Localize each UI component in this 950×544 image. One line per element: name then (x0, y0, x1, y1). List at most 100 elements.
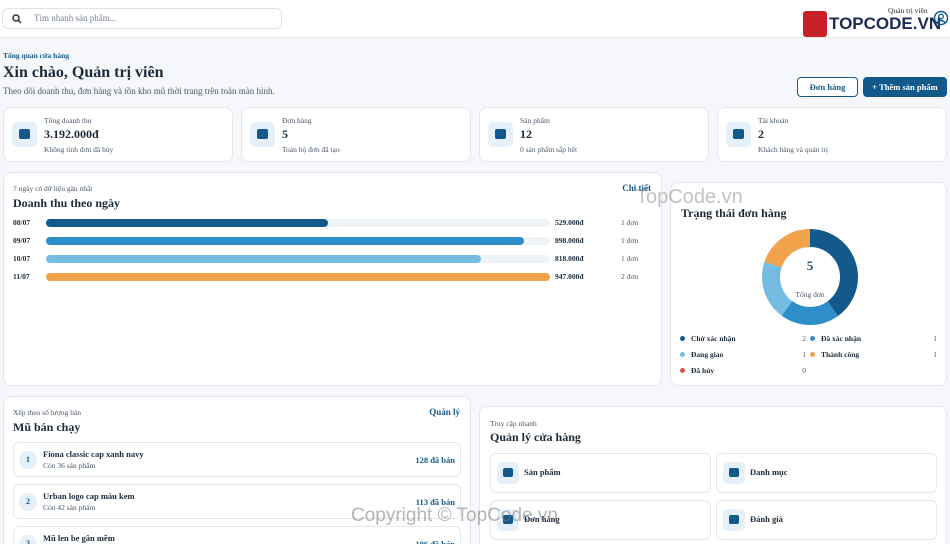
stat-value: 3.192.000đ (44, 127, 99, 141)
legend-dot (810, 352, 815, 357)
stat-glyph (19, 129, 30, 139)
user-icon[interactable] (933, 10, 949, 26)
product-row (13, 442, 461, 477)
panel-link: Quản lý (429, 407, 460, 417)
row-amount: 529.000đ (555, 218, 584, 227)
row-date: 09/07 (13, 236, 31, 245)
panel-title: Mũ bán chạy (13, 420, 81, 434)
rank-badge: 2 (19, 493, 37, 511)
row-amount: 898.000đ (555, 236, 584, 245)
search-icon (12, 14, 22, 24)
stat-note: Toàn bộ đơn đã tạo (282, 145, 340, 154)
search-placeholder: Tìm nhanh sản phẩm... (34, 13, 117, 23)
panel-title: Doanh thu theo ngày (13, 196, 121, 210)
rank-badge: 1 (19, 451, 37, 469)
legend-count: 1 (933, 334, 937, 343)
tile-glyph (729, 468, 739, 477)
stat-value: 2 (758, 127, 764, 141)
tile-glyph (503, 515, 513, 524)
logo-icon (803, 11, 827, 37)
stat-card (241, 107, 471, 162)
watermark: Copyright © TopCode.vn (351, 505, 558, 526)
bar (46, 219, 328, 227)
product-sold: 106 đã bán (415, 539, 455, 544)
tile-label: Đánh giá (750, 514, 783, 524)
row-orders: 1 đơn (621, 236, 639, 245)
stat-note: 0 sản phẩm sắp hết (520, 145, 578, 154)
panel-link: Chi tiết (622, 183, 651, 193)
stat-glyph (733, 129, 744, 139)
panel-caption: Xếp theo số lượng bán (13, 408, 82, 417)
panel-caption: Truy cập nhanh (490, 419, 537, 428)
donut-segment (762, 229, 858, 325)
product-row (13, 526, 461, 544)
stat-card (479, 107, 709, 162)
user-role: Quản trị viên (888, 6, 928, 15)
page-subtitle: Theo dõi doanh thu, đơn hàng và tồn kho … (3, 86, 275, 96)
tile-glyph (503, 468, 513, 477)
legend-name: Chờ xác nhận (691, 334, 736, 343)
panel-title: Quản lý cửa hàng (490, 430, 581, 444)
donut (762, 229, 858, 325)
bar (46, 255, 482, 263)
stat-value: 12 (520, 127, 532, 141)
bar (46, 273, 550, 281)
legend-name: Thành công (821, 350, 860, 359)
panel-title: Trạng thái đơn hàng (681, 206, 787, 220)
quick-tile (490, 453, 711, 493)
row-amount: 818.000đ (555, 254, 584, 263)
rank-badge: 3 (19, 535, 37, 544)
product-row (13, 484, 461, 519)
add-product-button[interactable]: + Thêm sản phẩm (863, 77, 947, 97)
logo: TOPCODE.VN (829, 14, 942, 33)
product-name: Mũ len be gân mềm (43, 533, 115, 543)
search-box[interactable]: Tìm nhanh sản phẩm... (2, 8, 282, 29)
legend-dot (810, 336, 815, 341)
quick-tile (716, 500, 937, 540)
quick-tile (716, 453, 937, 493)
row-orders: 1 đơn (621, 254, 639, 263)
legend-dot (680, 336, 685, 341)
donut-segment (762, 229, 858, 325)
tile-label: Sản phẩm (524, 467, 561, 477)
row-amount: 947.000đ (555, 272, 584, 281)
breadcrumb: Tổng quan cửa hàng (3, 51, 69, 60)
legend-name: Đã hủy (691, 366, 715, 375)
tile-label: Đơn hàng (524, 514, 560, 524)
donut-label: Tổng đơn (795, 290, 825, 299)
panel-caption: 7 ngày có dữ liệu gần nhất (13, 184, 93, 193)
stat-note: Khách hàng và quản trị (758, 145, 828, 154)
status-panel (670, 182, 947, 386)
legend-dot (680, 368, 685, 373)
product-sold: 113 đã bán (415, 497, 455, 507)
donut-segment (762, 229, 858, 325)
legend-dot (680, 352, 685, 357)
stat-label: Tổng doanh thu (44, 116, 92, 125)
donut-total: 5 (806, 258, 814, 273)
legend-count: 1 (802, 350, 806, 359)
button-label: Thêm sản phẩm (879, 82, 938, 92)
page-title: Xin chào, Quản trị viên (3, 64, 164, 81)
bar (46, 237, 524, 245)
product-stock: Còn 42 sản phẩm (43, 503, 96, 512)
stat-glyph (257, 129, 268, 139)
stat-card (3, 107, 233, 162)
row-orders: 2 đơn (621, 272, 639, 281)
tile-label: Danh mục (750, 467, 788, 477)
row-date: 08/07 (13, 218, 31, 227)
stat-card (717, 107, 947, 162)
legend-name: Đang giao (691, 350, 724, 359)
legend-count: 2 (802, 334, 806, 343)
product-name: Fiona classic cap xanh navy (43, 449, 144, 459)
button-label: Đơn hàng (809, 82, 846, 92)
watermark: TopCode.vn (636, 186, 743, 208)
tile-glyph (729, 515, 739, 524)
stat-label: Đơn hàng (282, 116, 312, 125)
stat-label: Tài khoản (758, 116, 789, 125)
stat-glyph (495, 129, 506, 139)
legend-count: 1 (933, 350, 937, 359)
orders-button[interactable]: Đơn hàng (797, 77, 858, 97)
row-date: 11/07 (13, 272, 30, 281)
legend-name: Đã xác nhận (821, 334, 862, 343)
